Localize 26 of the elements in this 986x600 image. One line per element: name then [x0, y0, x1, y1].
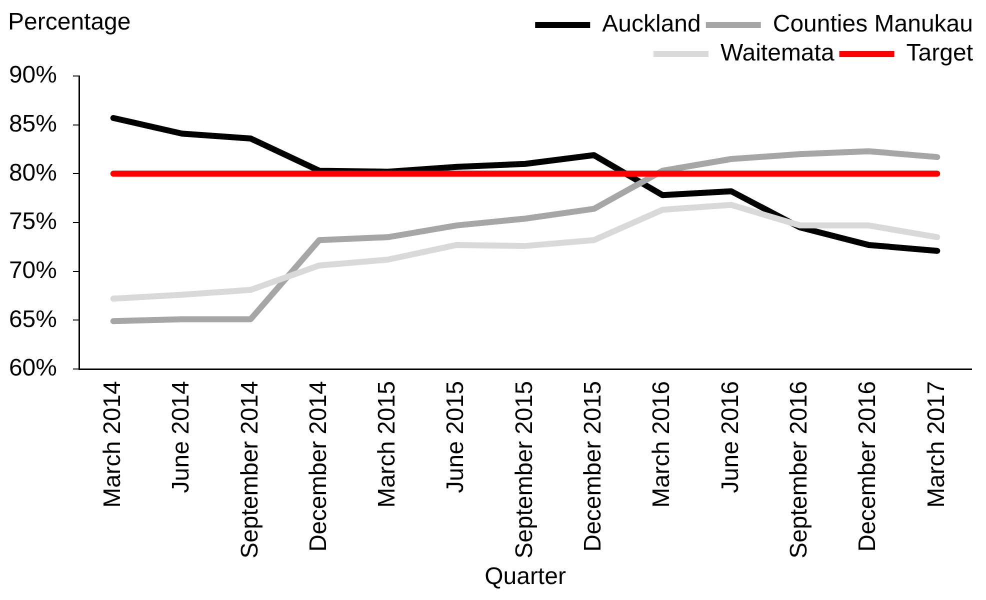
x-tick-label: March 2017: [922, 381, 950, 508]
x-tick-label: June 2016: [716, 381, 744, 494]
y-tick-label: 65%: [8, 306, 57, 333]
x-tick-label: December 2016: [854, 381, 882, 552]
x-axis-title: Quarter: [484, 563, 566, 590]
x-tick-label: September 2016: [786, 381, 813, 558]
x-tick-label: March 2016: [648, 381, 676, 508]
x-tick-label: March 2015: [374, 381, 401, 508]
y-tick-label: 80%: [8, 159, 57, 186]
y-tick-label: 75%: [8, 208, 57, 236]
y-tick-label: 85%: [8, 110, 57, 138]
x-tick-label: December 2014: [304, 381, 332, 552]
x-tick-label: September 2015: [510, 381, 538, 558]
y-tick-label: 60%: [8, 354, 57, 382]
x-tick-label: June 2014: [168, 381, 195, 494]
legend-label: Waitemata: [720, 40, 835, 67]
legend-label: Counties Manukau: [772, 10, 974, 38]
x-tick-label: June 2015: [442, 381, 470, 494]
legend-label: Auckland: [602, 10, 701, 38]
x-tick-label: September 2014: [236, 381, 264, 558]
y-tick-label: 70%: [8, 256, 57, 284]
x-tick-label: March 2014: [98, 381, 126, 508]
y-axis-title: Percentage: [8, 8, 131, 36]
y-tick-label: 90%: [8, 62, 57, 89]
x-tick-label: December 2015: [580, 381, 607, 552]
legend-label: Target: [906, 40, 974, 67]
